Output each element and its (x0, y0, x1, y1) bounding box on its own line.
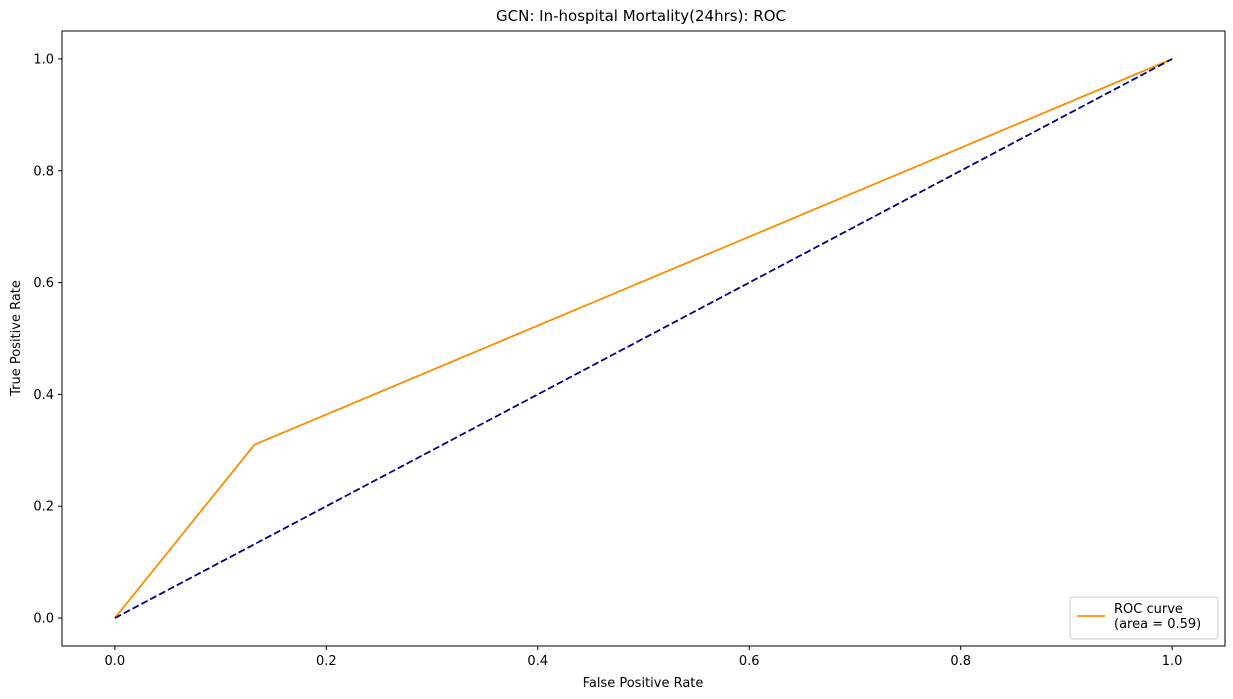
y-tick-label: 1.0 (33, 52, 54, 67)
y-tick-label: 0.4 (33, 388, 54, 403)
plot-area (61, 30, 1226, 647)
x-tick-label: 0.2 (316, 654, 337, 669)
legend-label-line: (area = 0.59) (1114, 617, 1201, 632)
x-tick-label: 1.0 (1162, 654, 1183, 669)
x-axis-label: False Positive Rate (583, 676, 704, 691)
legend: ROC curve(area = 0.59) (1069, 596, 1219, 640)
x-tick-label: 0.0 (105, 654, 126, 669)
y-tick-label: 0.8 (33, 164, 54, 179)
legend-box (1069, 596, 1219, 640)
chance-diagonal-line (114, 58, 1173, 619)
series-layer (114, 58, 1173, 619)
chart-title: GCN: In-hospital Mortality(24hrs): ROC (496, 7, 786, 25)
x-tick-label: 0.8 (950, 654, 971, 669)
x-axis-ticks: 0.0 0.2 0.4 0.6 0.8 1.0 (105, 646, 1183, 669)
y-axis-label: True Positive Rate (9, 280, 24, 397)
y-tick-label: 0.2 (33, 500, 54, 515)
legend-label-line: ROC curve (1114, 602, 1183, 617)
y-tick-label: 0.6 (33, 276, 54, 291)
x-tick-label: 0.4 (527, 654, 548, 669)
y-axis-ticks: 0.0 0.2 0.4 0.6 0.8 1.0 (33, 52, 62, 627)
roc-curve-line (114, 58, 1173, 619)
x-tick-label: 0.6 (739, 654, 760, 669)
y-tick-label: 0.0 (33, 612, 54, 627)
